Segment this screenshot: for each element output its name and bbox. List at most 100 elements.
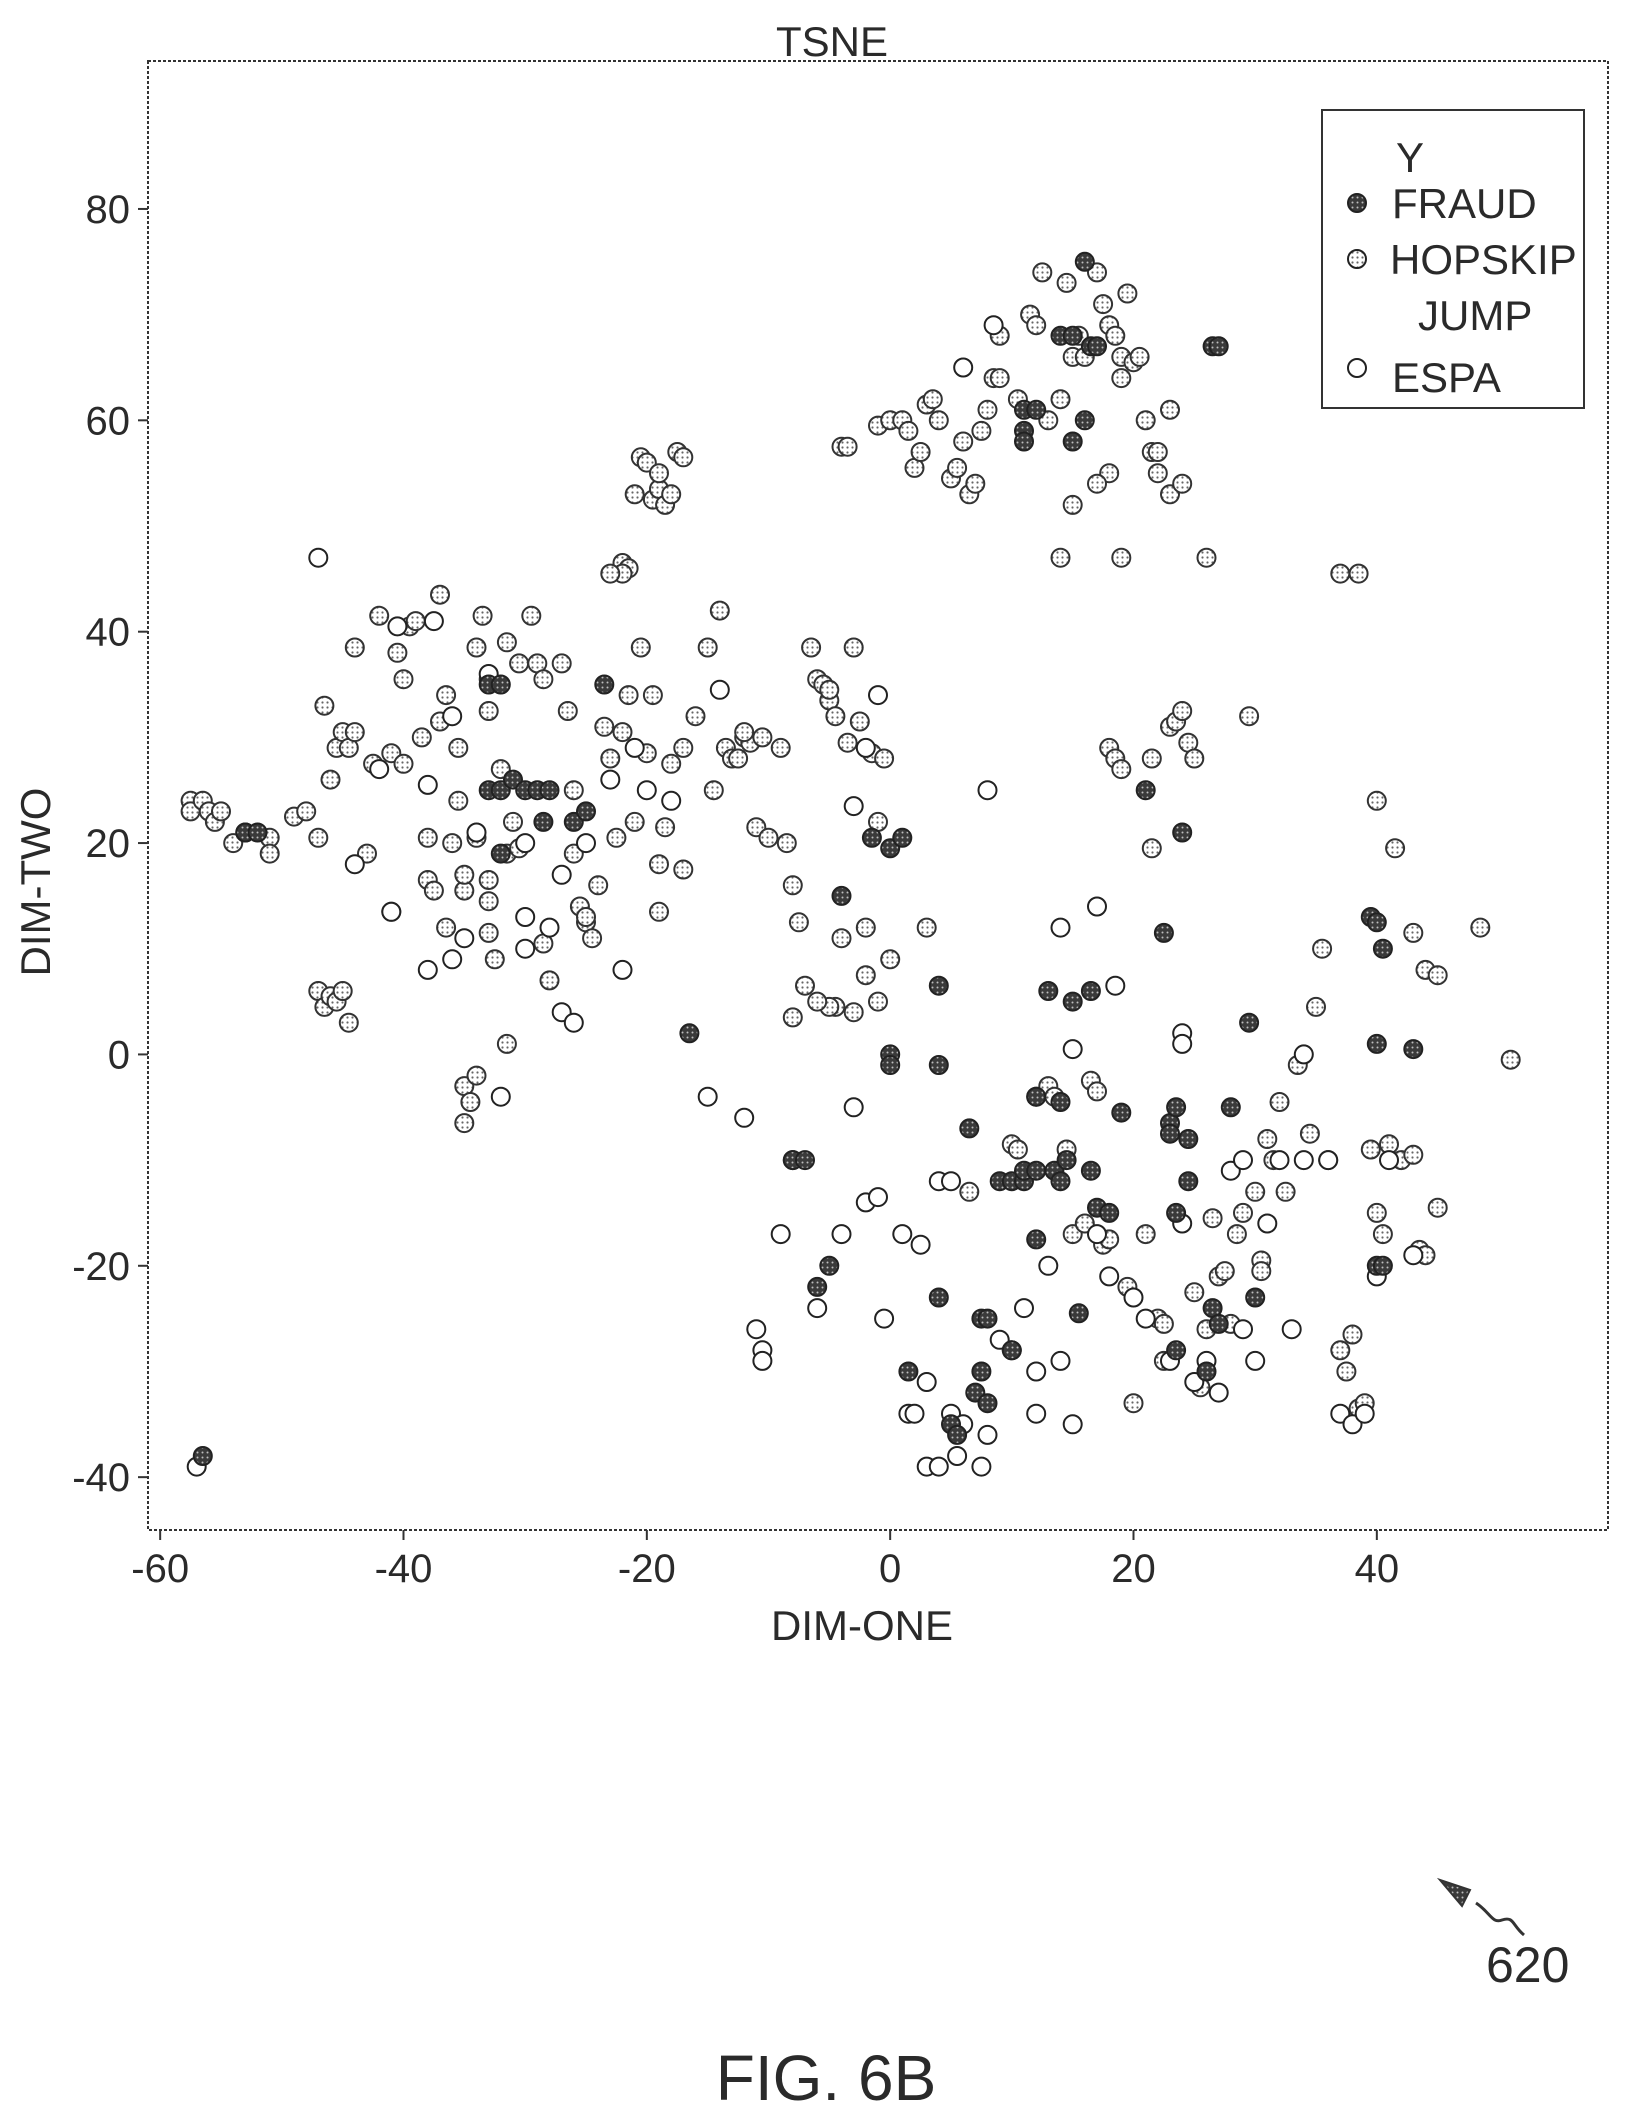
- point-hopskip: [1056, 272, 1077, 293]
- point-hopskip: [1147, 463, 1168, 484]
- point-hopskip: [624, 484, 645, 505]
- point-hopskip: [1111, 759, 1132, 780]
- point-espa: [977, 1424, 998, 1445]
- point-hopskip: [600, 563, 621, 584]
- point-espa: [843, 796, 864, 817]
- legend-title: Y: [1396, 134, 1424, 181]
- point-hopskip: [776, 833, 797, 854]
- point-fraud: [928, 1287, 949, 1308]
- point-espa: [904, 1403, 925, 1424]
- point-hopskip: [855, 965, 876, 986]
- point-hopskip: [539, 970, 560, 991]
- point-fraud: [1208, 1313, 1229, 1334]
- point-fraud: [1403, 1039, 1424, 1060]
- legend-label-jump: JUMP: [1418, 292, 1532, 339]
- point-espa: [947, 1446, 968, 1466]
- point-espa: [1135, 1308, 1156, 1329]
- point-hopskip: [211, 801, 231, 822]
- point-fraud: [1050, 1171, 1071, 1192]
- point-hopskip: [807, 991, 828, 1012]
- point-hopskip: [338, 1012, 359, 1033]
- legend-marker-espa: [1347, 358, 1367, 378]
- point-hopskip: [989, 368, 1010, 389]
- point-hopskip: [606, 827, 627, 848]
- point-hopskip: [1007, 1139, 1028, 1160]
- point-hopskip: [1366, 790, 1387, 811]
- point-hopskip: [728, 748, 749, 769]
- point-hopskip: [369, 605, 390, 626]
- point-hopskip: [594, 716, 615, 737]
- point-hopskip: [655, 817, 676, 838]
- point-fraud: [490, 674, 511, 695]
- point-fraud: [1026, 1160, 1047, 1181]
- point-hopskip: [898, 420, 919, 441]
- point-espa: [417, 959, 438, 980]
- point-hopskip: [1172, 473, 1193, 494]
- point-espa: [308, 547, 329, 568]
- point-espa: [807, 1298, 828, 1319]
- point-hopskip: [788, 912, 809, 933]
- point-hopskip: [1366, 1202, 1387, 1223]
- point-hopskip: [1348, 563, 1369, 584]
- point-fraud: [1135, 780, 1156, 801]
- point-hopskip: [880, 949, 901, 970]
- point-hopskip: [1135, 410, 1156, 431]
- point-fraud: [533, 811, 554, 832]
- point-fraud: [1245, 1287, 1266, 1308]
- point-fraud: [928, 975, 949, 996]
- chart-title: TSNE: [776, 18, 888, 65]
- point-hopskip: [770, 737, 791, 758]
- point-hopskip: [1032, 262, 1053, 283]
- point-hopskip: [947, 457, 968, 478]
- point-fraud: [947, 1424, 968, 1445]
- point-fraud: [1160, 1123, 1180, 1144]
- point-fraud: [971, 1361, 992, 1382]
- point-fraud: [1196, 1361, 1217, 1382]
- point-hopskip: [801, 637, 822, 658]
- point-hopskip: [563, 780, 584, 801]
- y-tick-label: 20: [86, 822, 131, 866]
- point-fraud: [1026, 399, 1047, 420]
- point-fraud: [1062, 325, 1083, 346]
- point-fraud: [1074, 251, 1095, 272]
- point-espa: [515, 938, 536, 959]
- point-hopskip: [843, 1002, 864, 1023]
- point-fraud: [1014, 431, 1034, 452]
- point-hopskip: [1141, 748, 1162, 769]
- point-espa: [770, 1224, 791, 1245]
- point-espa: [1293, 1044, 1314, 1065]
- point-espa: [515, 833, 536, 854]
- point-hopskip: [1050, 389, 1071, 410]
- point-hopskip: [448, 790, 469, 811]
- point-hopskip: [1226, 1224, 1247, 1245]
- point-hopskip: [296, 801, 317, 822]
- point-fraud: [1080, 981, 1101, 1001]
- point-espa: [746, 1319, 767, 1340]
- point-hopskip: [843, 637, 864, 658]
- point-espa: [1026, 1361, 1047, 1382]
- point-fraud: [1208, 336, 1229, 357]
- point-espa: [1403, 1245, 1424, 1266]
- point-fraud: [1178, 1171, 1199, 1192]
- point-fraud: [1062, 991, 1083, 1012]
- point-hopskip: [703, 780, 724, 801]
- point-hopskip: [320, 769, 341, 790]
- point-hopskip: [484, 949, 505, 970]
- point-fraud: [861, 827, 882, 848]
- y-tick-label: 60: [86, 399, 131, 443]
- point-espa: [953, 357, 974, 378]
- point-hopskip: [1135, 1224, 1156, 1245]
- point-espa: [928, 1456, 949, 1477]
- point-hopskip: [1111, 368, 1132, 389]
- point-espa: [423, 611, 444, 632]
- point-espa: [855, 737, 876, 758]
- point-espa: [442, 706, 463, 727]
- point-fraud: [1050, 1092, 1071, 1112]
- point-hopskip: [1196, 547, 1217, 568]
- point-espa: [1062, 1414, 1083, 1435]
- point-fraud: [490, 843, 511, 864]
- point-fraud: [807, 1276, 828, 1297]
- y-tick-label: 80: [86, 188, 131, 232]
- point-hopskip: [521, 605, 542, 626]
